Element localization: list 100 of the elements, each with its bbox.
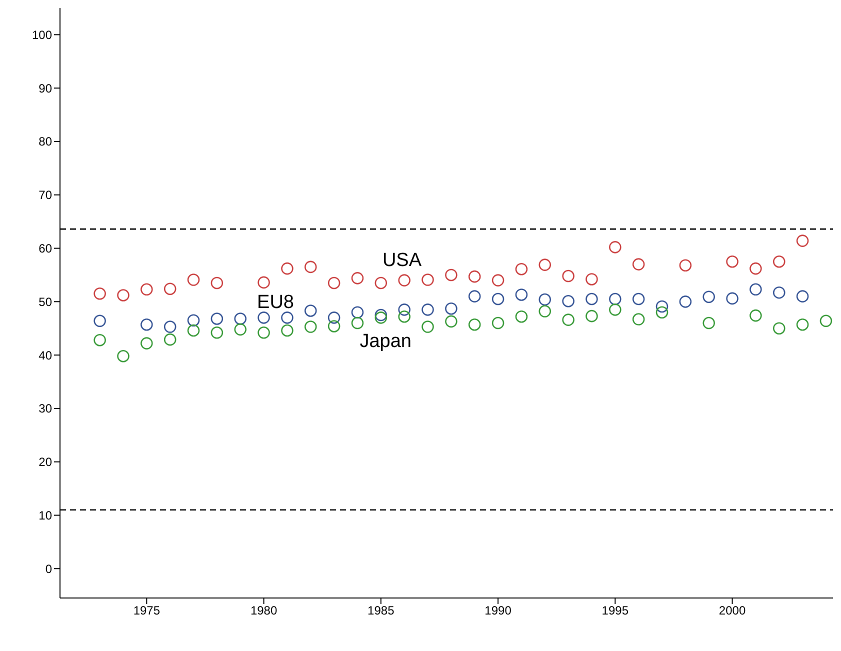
point (586, 310, 598, 322)
point (328, 276, 340, 290)
point (422, 304, 434, 316)
y-tick-label: 60 (38, 242, 52, 256)
series-label: EU8 (257, 292, 294, 314)
point (210, 326, 224, 339)
point (94, 334, 106, 346)
point (515, 310, 528, 323)
point (445, 268, 458, 282)
point (726, 292, 738, 305)
point (187, 314, 200, 327)
point (258, 276, 270, 289)
point (281, 324, 294, 337)
y-tick-label: 40 (38, 348, 52, 362)
point (117, 350, 130, 362)
point (94, 314, 106, 328)
point (679, 259, 692, 272)
point (328, 312, 340, 324)
point (702, 290, 715, 304)
point (258, 312, 270, 324)
point (820, 314, 832, 328)
point (374, 276, 388, 290)
point (374, 308, 388, 322)
y-tick-label: 30 (38, 402, 52, 416)
point (445, 315, 458, 328)
point (562, 270, 574, 282)
point (586, 292, 598, 306)
y-tick-label: 50 (38, 294, 52, 309)
point (656, 306, 668, 318)
point (374, 312, 388, 324)
point (750, 309, 762, 322)
point (468, 270, 481, 283)
point (538, 305, 552, 318)
point (422, 320, 434, 333)
point (304, 320, 317, 333)
point (632, 292, 645, 306)
point (281, 312, 294, 324)
point (772, 255, 786, 268)
point (140, 283, 153, 296)
point (772, 286, 786, 299)
point (632, 313, 645, 326)
x-tick-label: 2000 (718, 604, 746, 618)
point (351, 306, 364, 318)
point (398, 304, 410, 316)
point (164, 320, 176, 333)
y-tick-label: 70 (38, 188, 52, 202)
x-tick-label: 1980 (250, 604, 278, 618)
point (210, 312, 224, 325)
point (445, 302, 458, 315)
point (538, 258, 552, 271)
point (679, 296, 692, 308)
point (422, 274, 434, 286)
point (234, 323, 247, 336)
point (187, 324, 200, 337)
y-tick-label: 20 (38, 455, 52, 470)
y-tick-label: 10 (38, 508, 52, 522)
point (234, 312, 247, 325)
point (515, 262, 528, 276)
point (609, 292, 622, 306)
series-label: Japan (360, 331, 412, 352)
x-tick-label: 1995 (602, 604, 629, 618)
point (210, 276, 224, 290)
point (562, 314, 574, 326)
point (492, 274, 504, 286)
point (140, 337, 153, 350)
point (351, 272, 364, 284)
point (140, 318, 153, 331)
point (398, 274, 410, 286)
point (94, 288, 106, 300)
point (609, 304, 622, 316)
point (538, 293, 552, 306)
series-label: USA (382, 250, 422, 272)
point (187, 274, 200, 286)
point (632, 258, 645, 270)
point (468, 318, 481, 331)
point (164, 333, 176, 346)
point (492, 292, 504, 306)
point (796, 234, 809, 247)
y-tick-label: 100 (32, 28, 52, 42)
point (398, 310, 410, 323)
y-tick-label: 90 (38, 81, 52, 96)
point (796, 290, 809, 302)
point (117, 289, 130, 302)
point (304, 260, 317, 274)
point (726, 255, 738, 268)
point (351, 316, 364, 330)
point (468, 290, 481, 302)
point (609, 241, 622, 254)
point (750, 262, 762, 275)
point (796, 318, 809, 331)
point (562, 294, 574, 308)
x-tick-label: 1985 (368, 604, 395, 618)
y-tick-label: 0 (45, 562, 52, 576)
y-tick-label: 80 (38, 134, 52, 149)
point (515, 288, 528, 301)
point (492, 316, 504, 330)
x-tick-label: 1975 (133, 604, 160, 618)
point (304, 304, 317, 317)
point (586, 273, 598, 286)
point (164, 282, 176, 295)
